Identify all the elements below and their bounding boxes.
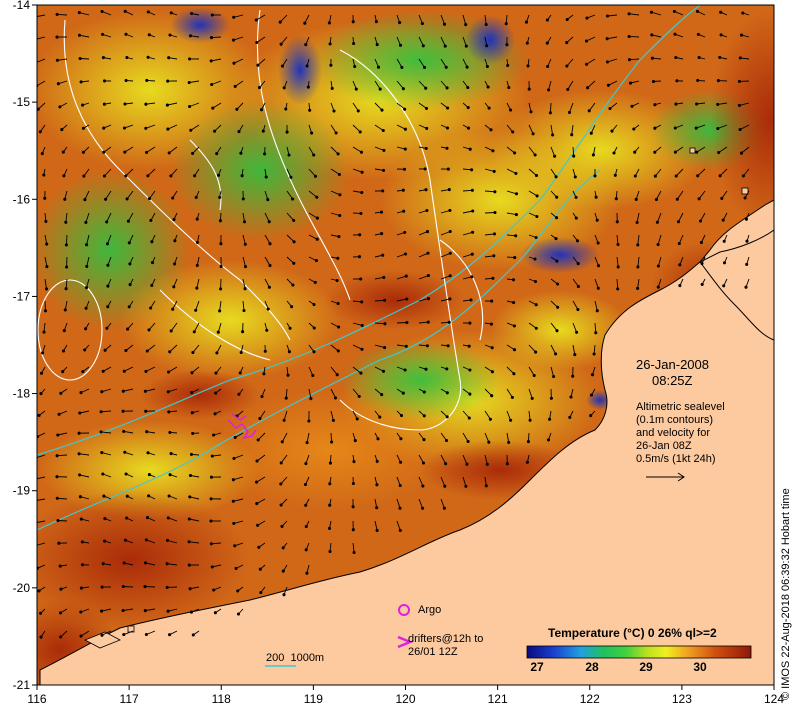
x-tick-label: 116	[27, 692, 46, 706]
y-tick-label: -15	[13, 95, 31, 109]
y-tick-label: -19	[13, 484, 31, 498]
y-tick-label: -16	[13, 192, 31, 206]
drifter-label: drifters@12h to 26/01 12Z	[408, 633, 483, 659]
coast-north-lobe	[699, 229, 774, 341]
date-label: 26-Jan-2008	[636, 357, 709, 372]
sst-field	[37, 5, 774, 685]
altimetry-line-2: (0.1m contours)	[636, 414, 714, 426]
legend-title: Temperature (°C) 0 26% ql>=2	[548, 626, 717, 640]
y-tick-label: -21	[13, 678, 31, 692]
land-mass	[39, 199, 774, 685]
argo-label: Argo	[418, 604, 442, 616]
time-label: 08:25Z	[652, 373, 693, 388]
x-tick-label: 124	[764, 692, 784, 706]
colorbar-tick-27: 27	[530, 660, 544, 674]
drifter-track	[227, 413, 257, 440]
colorbar-tick-28: 28	[585, 660, 599, 674]
velocity-arrows	[37, 9, 750, 639]
colorbar-tick-29: 29	[639, 660, 653, 674]
y-axis-ticks: -14 -15 -16 -17 -18 -19 -20 -21	[13, 0, 37, 692]
drifter-line-2: 26/01 12Z	[408, 646, 458, 658]
altimetry-line-5: 0.5m/s (1kt 24h)	[636, 453, 716, 465]
altimetry-line-3: and velocity for	[636, 427, 710, 439]
altimetry-line-4: 26-Jan 08Z	[636, 440, 692, 452]
y-tick-label: -14	[13, 0, 31, 12]
x-tick-label: 120	[395, 692, 415, 706]
isobath-200	[37, 5, 701, 456]
altimetry-line-1: Altimetric sealevel	[636, 401, 725, 413]
isobath-1000	[37, 169, 601, 531]
x-tick-label: 123	[672, 692, 692, 706]
x-tick-label: 122	[580, 692, 600, 706]
altimetry-note: Altimetric sealevel (0.1m contours) and …	[636, 401, 725, 466]
drifter-marker	[397, 635, 414, 649]
colorbar	[526, 645, 752, 659]
x-tick-label: 119	[304, 692, 323, 706]
x-tick-label: 117	[120, 692, 139, 706]
argo-marker	[398, 604, 410, 616]
x-axis-ticks: 116 117 118 119 120 121 122 123 124	[27, 685, 784, 706]
x-tick-label: 118	[212, 692, 231, 706]
credit-text: © IMOS 22-Aug-2018 06:39:32 Hobart time	[780, 488, 792, 700]
y-tick-label: -20	[13, 581, 31, 595]
y-tick-label: -18	[13, 387, 31, 401]
isobath-label: 200 1000m	[266, 652, 325, 664]
y-tick-label: -17	[13, 289, 31, 303]
x-tick-label: 121	[488, 692, 508, 706]
colorbar-tick-30: 30	[693, 660, 707, 674]
drifter-line-1: drifters@12h to	[408, 633, 484, 645]
